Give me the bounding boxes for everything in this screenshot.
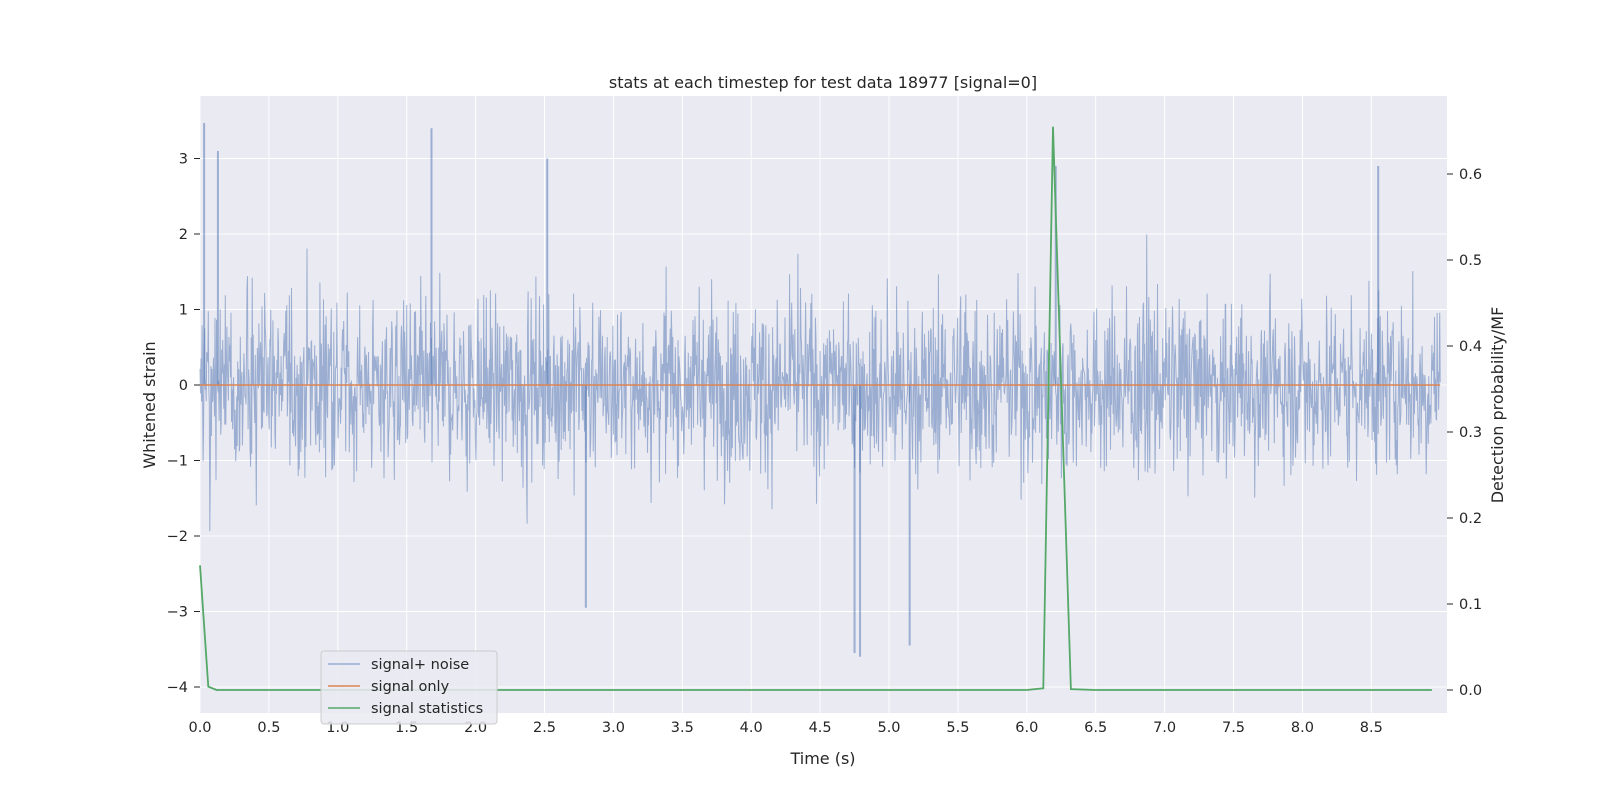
- y-left-tick-label-6: 2: [179, 227, 188, 243]
- legend-box: [320, 650, 498, 725]
- y-right-tick-label-6: 0.6: [1459, 167, 1482, 183]
- x-tick-label-5: 2.5: [533, 720, 556, 736]
- signal-statistics-line: [199, 126, 1432, 691]
- series-signal-statistics: [199, 126, 1432, 691]
- x-tick-label-13: 6.5: [1084, 720, 1107, 736]
- x-tick-label-0: 0.0: [188, 720, 211, 736]
- y-right-tick-label-2: 0.2: [1459, 511, 1482, 527]
- y-axis-left-label: Whitened strain: [140, 341, 159, 468]
- x-tick-label-14: 7.0: [1153, 720, 1176, 736]
- x-tick-label-11: 5.5: [946, 720, 969, 736]
- legend-label-signal-statistics: signal statistics: [371, 701, 483, 717]
- x-axis-ticks: 0.0 0.5 1.0 1.5 2.0 2.5 3.0 3.5 4.0 4.5 5.0 5.5 6.0 6…: [188, 720, 1382, 736]
- x-tick-label-7: 3.5: [671, 720, 694, 736]
- x-tick-label-16: 8.0: [1291, 720, 1314, 736]
- x-tick-label-8: 4.0: [740, 720, 763, 736]
- x-tick-label-17: 8.5: [1360, 720, 1383, 736]
- y-right-tick-label-1: 0.1: [1459, 597, 1482, 613]
- x-tick-label-9: 4.5: [809, 720, 832, 736]
- legend: signal+ noise signal only signal statist…: [320, 650, 498, 725]
- y-right-tick-label-0: 0.0: [1459, 683, 1482, 699]
- y-right-tick-label-5: 0.5: [1459, 253, 1482, 269]
- series-signal-plus-noise: [199, 123, 1441, 657]
- y-left-tick-label-5: 1: [179, 303, 188, 319]
- y-axis-right-label: Detection probability/MF: [1488, 307, 1507, 504]
- x-tick-label-10: 5.0: [877, 720, 900, 736]
- legend-label-signal-plus-noise: signal+ noise: [371, 657, 469, 673]
- y-right-tick-label-4: 0.4: [1459, 339, 1482, 355]
- x-tick-label-1: 0.5: [257, 720, 280, 736]
- legend-label-signal-only: signal only: [371, 679, 450, 695]
- y-axis-left-ticks: −4 −3 −2 −1 0 1 2 3: [167, 152, 200, 696]
- y-left-tick-label-2: −2: [167, 529, 188, 545]
- x-tick-label-6: 3.0: [602, 720, 625, 736]
- y-left-tick-label-7: 3: [179, 152, 188, 168]
- x-tick-label-15: 7.5: [1222, 720, 1245, 736]
- y-left-tick-label-0: −4: [167, 680, 188, 696]
- y-left-tick-label-3: −1: [167, 454, 188, 470]
- y-left-tick-label-4: 0: [179, 378, 188, 394]
- x-axis-label: Time (s): [789, 749, 855, 768]
- y-axis-right-ticks: 0.0 0.1 0.2 0.3 0.4 0.5 0.6: [1447, 167, 1482, 699]
- chart-title: stats at each timestep for test data 189…: [609, 73, 1037, 92]
- x-tick-label-12: 6.0: [1015, 720, 1038, 736]
- signal-plus-noise-line: [199, 234, 1441, 532]
- y-left-tick-label-1: −3: [167, 605, 188, 621]
- y-right-tick-label-3: 0.3: [1459, 425, 1482, 441]
